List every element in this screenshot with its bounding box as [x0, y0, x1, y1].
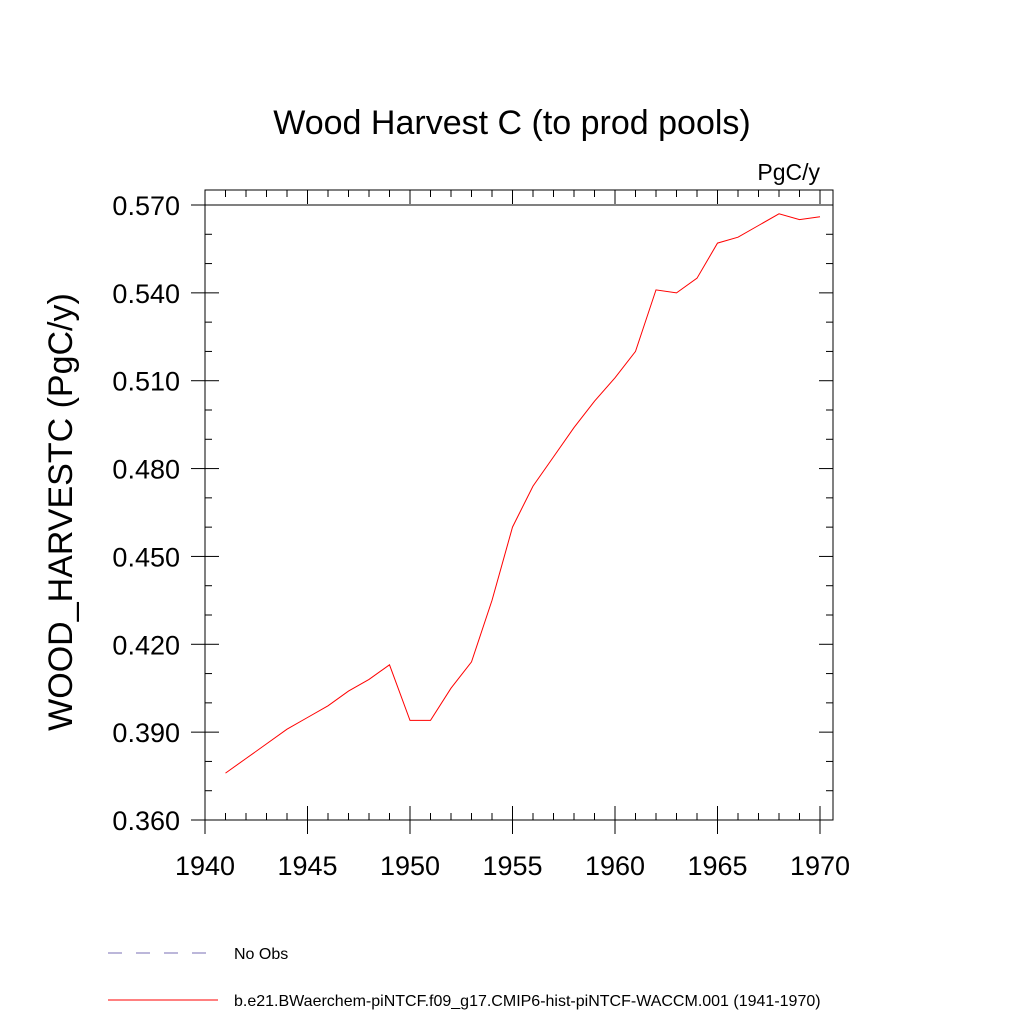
x-tick-label: 1950: [380, 851, 440, 881]
y-tick-label: 0.390: [112, 718, 180, 748]
x-tick-label: 1945: [277, 851, 337, 881]
legend: No Obs b.e21.BWaerchem-piNTCF.f09_g17.CM…: [108, 946, 821, 1010]
y-tick-label: 0.450: [112, 542, 180, 572]
chart-title: Wood Harvest C (to prod pools): [273, 104, 750, 142]
series-layer: [225, 213, 821, 774]
plot-border: [204, 189, 834, 821]
x-tick-label: 1965: [687, 851, 747, 881]
y-axis-label: WOOD_HARVESTC (PgC/y): [42, 293, 80, 731]
y-tick-label: 0.510: [112, 367, 180, 397]
legend-label-no-obs: No Obs: [234, 946, 288, 963]
y-tick-label: 0.540: [112, 279, 180, 309]
series-line-model-run: [225, 213, 821, 774]
plot-frame: [204, 189, 834, 821]
x-tick-label: 1970: [790, 851, 850, 881]
y-axis: 0.360 0.390 0.420 0.450 0.480 0.510 0.540 0.570: [112, 191, 833, 836]
y-tick-label: 0.420: [112, 630, 180, 660]
units-label: PgC/y: [757, 159, 820, 185]
legend-label-model-run: b.e21.BWaerchem-piNTCF.f09_g17.CMIP6-his…: [234, 993, 821, 1010]
y-tick-label: 0.570: [112, 191, 180, 221]
y-tick-label: 0.360: [112, 806, 180, 836]
x-tick-label: 1960: [585, 851, 645, 881]
x-tick-label: 1940: [175, 851, 235, 881]
x-tick-label: 1955: [482, 851, 542, 881]
x-axis: 1940 1945 1950 1955 1960 1965 1970: [175, 190, 850, 881]
y-tick-label: 0.480: [112, 455, 180, 485]
